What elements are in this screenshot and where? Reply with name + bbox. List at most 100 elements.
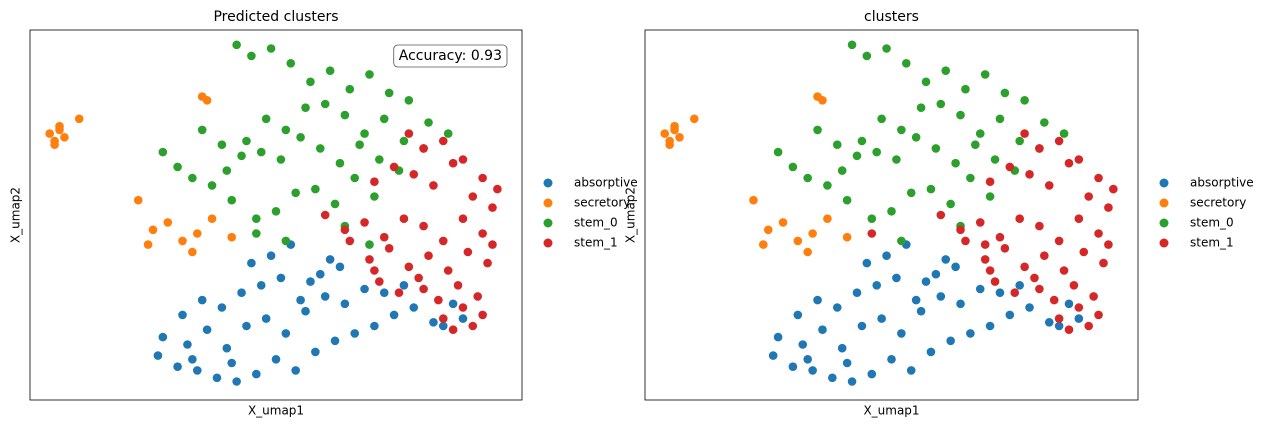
point — [956, 225, 965, 235]
point — [178, 236, 187, 246]
point — [768, 351, 778, 360]
point — [1049, 295, 1059, 305]
point — [832, 140, 842, 149]
point — [202, 96, 212, 105]
point — [1025, 303, 1034, 312]
point — [429, 181, 438, 190]
point — [379, 232, 389, 242]
point — [1035, 221, 1044, 231]
point — [1074, 155, 1084, 164]
point — [261, 114, 271, 124]
legend-label: stem_1 — [1190, 236, 1234, 250]
point — [438, 321, 448, 331]
point — [1069, 281, 1079, 290]
point — [261, 314, 271, 323]
point — [956, 299, 965, 309]
point — [424, 251, 433, 260]
point — [931, 269, 941, 279]
point — [360, 129, 369, 138]
point — [281, 125, 291, 135]
point — [877, 314, 886, 323]
point — [188, 173, 197, 183]
point — [665, 140, 674, 149]
point — [1020, 129, 1029, 138]
point — [409, 303, 419, 312]
point — [773, 332, 783, 342]
point — [291, 366, 300, 375]
point — [980, 255, 990, 264]
point — [926, 347, 936, 357]
point — [237, 288, 246, 298]
point — [360, 218, 369, 227]
point — [1099, 258, 1108, 268]
point — [862, 51, 872, 61]
point — [247, 51, 256, 61]
point — [1054, 236, 1064, 246]
point — [384, 244, 394, 253]
point — [882, 251, 891, 260]
legend-label: stem_0 — [1190, 216, 1234, 230]
point — [311, 184, 320, 194]
point — [803, 173, 812, 183]
point — [847, 377, 857, 386]
point — [247, 258, 256, 268]
point — [438, 314, 448, 323]
legend-label: secretory — [1190, 196, 1246, 210]
point — [1089, 292, 1098, 301]
point — [1084, 321, 1093, 331]
point — [232, 377, 241, 386]
point — [1000, 244, 1010, 253]
point — [773, 147, 783, 157]
point — [340, 299, 350, 309]
point — [921, 277, 931, 286]
point — [60, 133, 69, 142]
point — [670, 121, 679, 131]
point — [311, 347, 320, 357]
point — [887, 207, 896, 216]
point — [399, 136, 409, 146]
annotation-box — [393, 44, 508, 68]
point — [443, 266, 453, 275]
point — [335, 262, 345, 272]
point — [315, 269, 325, 279]
point — [419, 144, 428, 153]
point — [345, 236, 355, 246]
point — [1020, 262, 1029, 272]
point — [404, 262, 414, 272]
point — [375, 155, 384, 164]
point — [1064, 158, 1074, 168]
point — [493, 184, 502, 194]
point — [961, 236, 970, 246]
point — [862, 258, 872, 268]
point — [335, 158, 345, 168]
point — [911, 295, 921, 305]
legend-label: absorptive — [574, 176, 638, 190]
point — [375, 277, 384, 286]
point — [985, 321, 995, 331]
point — [832, 303, 842, 312]
point — [818, 96, 827, 105]
point — [872, 281, 882, 290]
point — [55, 121, 64, 131]
legend-marker — [543, 218, 553, 228]
point — [188, 355, 197, 364]
legend-label: secretory — [574, 196, 630, 210]
point — [271, 355, 281, 364]
point — [951, 262, 960, 272]
point — [911, 133, 921, 142]
point — [143, 240, 153, 249]
point — [370, 192, 379, 201]
point — [232, 40, 241, 50]
point — [158, 147, 168, 157]
point — [148, 225, 158, 235]
point — [1044, 318, 1054, 327]
point — [458, 303, 468, 312]
point — [173, 362, 182, 372]
point — [897, 329, 906, 338]
point — [281, 236, 291, 246]
point — [961, 84, 970, 94]
point — [458, 214, 468, 223]
point — [837, 166, 847, 175]
point — [434, 295, 443, 305]
